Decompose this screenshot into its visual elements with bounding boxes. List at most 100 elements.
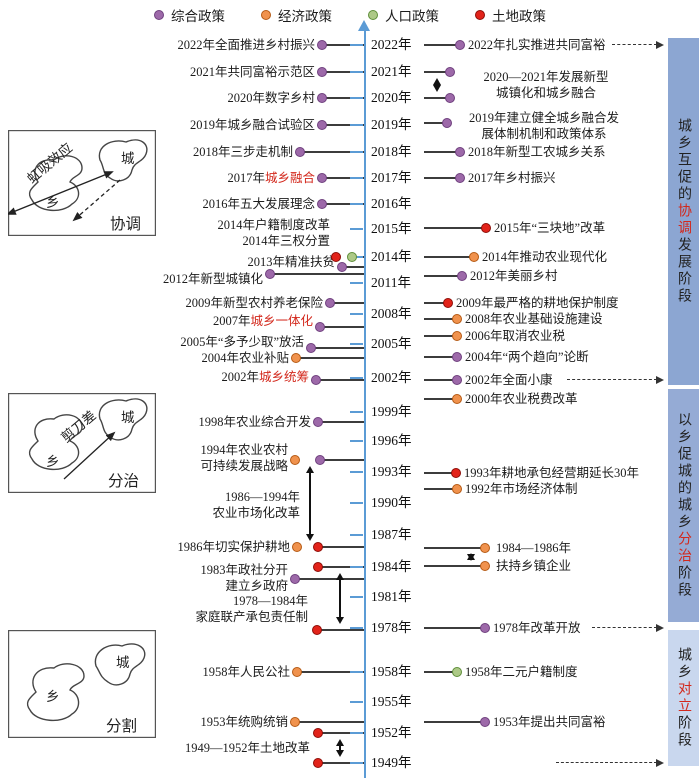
event-label-text: 1949—1952年土地改革 [184,741,310,755]
stage-band-label: 城乡对立阶段 [668,647,699,749]
policy-dot-purple [317,67,327,77]
event-label-text: 扶持乡镇企业 [496,559,572,573]
year-label: 2008年 [371,306,412,321]
year-label: 2011年 [371,275,411,290]
year-label: 1958年 [371,664,412,679]
event-label-text: 2002年全面小康 [465,373,553,387]
event-label-text: 1992年市场经济体制 [465,482,578,496]
legend-dot-orange [261,10,271,20]
event-label: 2008年农业基础设施建设 [465,311,695,327]
legend-dot-green [368,10,378,20]
event-label-text: 2012年新型城镇化 [162,272,263,286]
connector-line [424,565,481,567]
year-label: 1949年 [371,755,412,770]
axis-tick [350,471,363,473]
event-label-highlight: 城乡一体化 [250,314,313,328]
policy-dot-purple [337,262,347,272]
legend-label: 综合政策 [171,9,225,24]
event-label-text: 2021年共同富裕示范区 [189,65,315,79]
year-label: 2016年 [371,196,412,211]
policy-dot-purple [325,298,335,308]
event-label: 1983年政社分开 建立乡政府 [38,562,288,594]
stage-band-0: 城乡互促的协调发展阶段 [668,38,699,385]
policy-dot-green [452,667,462,677]
policy-dot-red [313,758,323,768]
event-label: 2019年城乡融合试验区 [65,117,315,133]
policy-dot-orange [291,353,301,363]
axis-tick [350,440,363,442]
connector-line [300,357,364,359]
axis-tick [350,71,363,73]
event-label-text: 2009年最严格的耕地保护制度 [456,296,619,310]
event-label-text: 2018年三步走机制 [192,145,293,159]
event-label-text: 1983年政社分开 [200,563,288,577]
event-label: 1958年人民公社 [40,664,290,680]
year-label: 2022年 [371,37,412,52]
connector-line [424,151,456,153]
inset-stage-label: 分割 [106,717,137,735]
event-label: 2022年扎实推进共同富裕 [468,37,698,53]
axis-tick [350,671,363,673]
connector-line [424,122,443,124]
dashed-arrow-line [592,627,657,628]
event-label: 2009年新型农村养老保险 [73,295,323,311]
event-label-text: 2013年精准扶贫 [247,255,335,269]
axis-tick [350,377,363,379]
event-label: 1978年改革开放 [493,620,700,636]
axis-tick [350,177,363,179]
year-label: 1984年 [371,559,412,574]
event-label-text: 2014年推动农业现代化 [482,250,608,264]
event-label-text: 城镇化和城乡融合 [495,86,596,100]
axis-tick [350,343,363,345]
inset-stage-label: 分治 [108,472,139,490]
policy-dot-red [312,625,322,635]
one-way-arrow [63,431,116,480]
event-label-text: 2016年五大发展理念 [202,197,315,211]
event-label: 2005年“多予少取”放活 [54,334,304,350]
event-label-text: 2006年取消农业税 [465,329,566,343]
event-label: 扶持乡镇企业 [496,558,700,574]
year-label: 2021年 [371,64,412,79]
event-label-text: 2020—2021年发展新型 [483,70,609,84]
range-arrow-line [309,471,311,536]
event-label-text: 1978年改革开放 [493,621,581,635]
axis-tick [350,762,363,764]
policy-dot-red [313,562,323,572]
connector-line [424,177,456,179]
connector-line [304,151,364,153]
axis-tick [350,596,363,598]
connector-line [424,398,453,400]
event-label-text: 2004年“两个趋向”论断 [465,350,589,364]
policy-dot-orange [452,331,462,341]
inset-diagram-separate-governance: 剪刀差 城 乡 分治 [8,393,156,493]
event-label: 2017年乡村振兴 [468,170,698,186]
country-blob [26,663,85,721]
event-label: 1984—1986年 [496,540,700,556]
event-label: 2013年精准扶贫 [85,254,335,270]
stage-band-text: 阶段 [676,565,691,599]
axis-tick [350,124,363,126]
legend-label: 土地政策 [492,9,546,24]
dashed-arrowhead-icon [656,376,664,384]
event-label-text: 2002年 [221,370,259,384]
event-label: 2012年美丽乡村 [470,268,700,284]
policy-dot-purple [317,199,327,209]
stage-band-1: 以乡促城的城乡分治阶段 [668,389,699,622]
range-arrow-line [339,744,341,752]
event-label-text: 2018年新型工农城乡关系 [468,145,606,159]
policy-dot-purple [445,67,455,77]
policy-dot-purple [445,93,455,103]
legend: 综合政策 经济政策 人口政策 土地政策 [0,5,700,25]
policy-dot-purple [317,120,327,130]
stage-band-text: 城乡互促的 [676,118,691,203]
policy-dot-red [313,542,323,552]
event-label-text: 1993年耕地承包经营期延长30年 [464,466,640,480]
event-label-text: 2019年城乡融合试验区 [189,118,315,132]
legend-item-red: 土地政策 [475,5,546,25]
event-label: 2021年共同富裕示范区 [65,64,315,80]
connector-line [326,71,364,73]
legend-item-green: 人口政策 [368,5,439,25]
year-label: 2020年 [371,90,412,105]
stage-band-text: 发展阶段 [676,237,691,305]
